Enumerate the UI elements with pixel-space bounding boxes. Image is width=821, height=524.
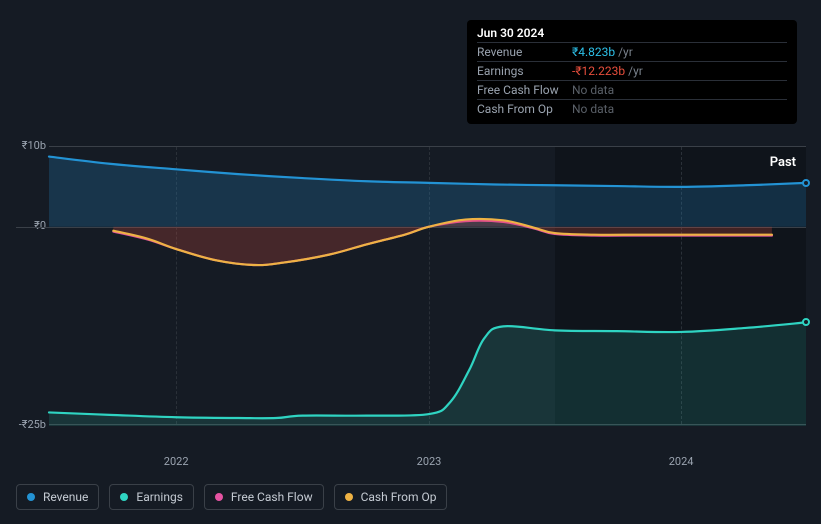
tooltip-row-unit: /yr [618, 45, 633, 59]
x-axis-label: 2023 [417, 455, 442, 468]
y-axis-label: -₹25b [16, 418, 46, 431]
tooltip-date: Jun 30 2024 [477, 26, 787, 40]
legend-label: Earnings [136, 490, 183, 504]
legend-dot [345, 493, 353, 501]
legend-item-revenue[interactable]: Revenue [16, 484, 99, 510]
tooltip-row-label: Earnings [477, 64, 572, 78]
series-area-revenue [49, 157, 806, 227]
legend-label: Cash From Op [361, 490, 437, 504]
legend-dot [27, 493, 35, 501]
legend-dot [120, 493, 128, 501]
legend-label: Revenue [43, 490, 88, 504]
tooltip-row: Free Cash FlowNo data [477, 80, 787, 99]
x-axis-label: 2024 [669, 455, 694, 468]
tooltip-row-label: Free Cash Flow [477, 83, 572, 97]
tooltip-row-unit: /yr [628, 64, 643, 78]
data-tooltip: Jun 30 2024 Revenue₹4.823b/yrEarnings-₹1… [467, 20, 797, 124]
tooltip-row: Earnings-₹12.223b/yr [477, 61, 787, 80]
y-axis-label: ₹0 [16, 219, 46, 232]
legend-item-earnings[interactable]: Earnings [109, 484, 194, 510]
financials-chart: ₹10b₹0-₹25b Past 202220232024 [16, 125, 806, 445]
tooltip-row: Cash From OpNo data [477, 99, 787, 118]
legend-item-cash-from-op[interactable]: Cash From Op [334, 484, 448, 510]
tooltip-row-label: Revenue [477, 45, 572, 59]
plot-area[interactable]: Past [49, 146, 806, 425]
x-axis-label: 2022 [164, 455, 189, 468]
series-end-marker [802, 179, 810, 187]
series-area-earnings [49, 322, 806, 426]
legend-label: Free Cash Flow [231, 490, 313, 504]
tooltip-row-value: -₹12.223b [572, 64, 625, 78]
tooltip-row-value: No data [572, 102, 614, 116]
y-axis-label: ₹10b [16, 139, 46, 152]
tooltip-row: Revenue₹4.823b/yr [477, 42, 787, 61]
legend: Revenue Earnings Free Cash Flow Cash From O… [16, 484, 447, 510]
legend-dot [215, 493, 223, 501]
legend-item-free-cash-flow[interactable]: Free Cash Flow [204, 484, 324, 510]
series-end-marker [802, 318, 810, 326]
chart-lines [49, 147, 806, 426]
tooltip-row-value: ₹4.823b [572, 45, 615, 59]
tooltip-row-value: No data [572, 83, 614, 97]
tooltip-row-label: Cash From Op [477, 102, 572, 116]
